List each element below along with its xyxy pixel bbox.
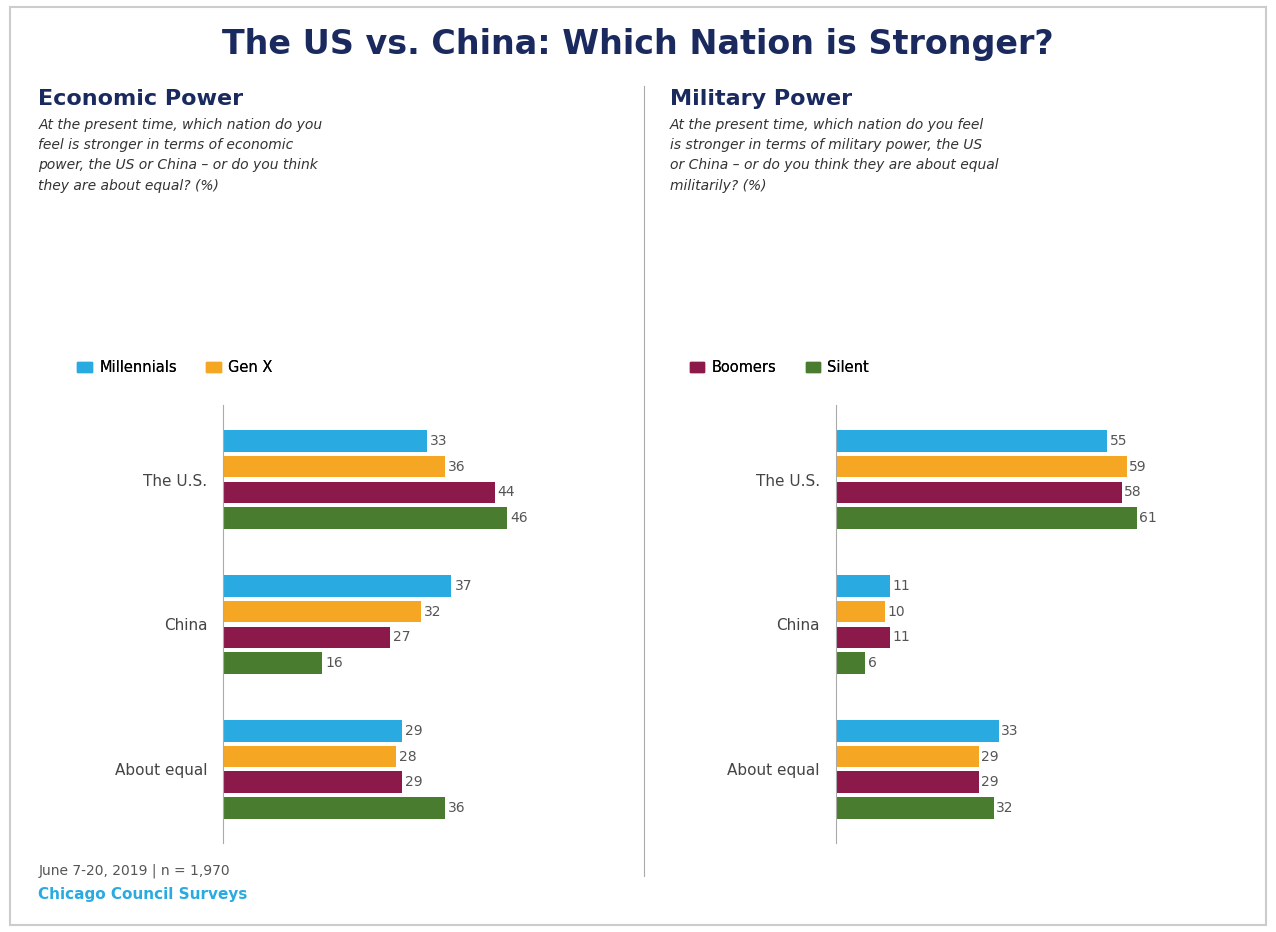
Bar [223,601,421,623]
Text: 61: 61 [1139,511,1157,525]
Text: 11: 11 [892,630,910,644]
Bar [836,720,999,742]
Bar [223,797,445,818]
Bar [836,507,1137,528]
Legend: Millennials, Gen X: Millennials, Gen X [71,354,278,380]
Bar [223,626,390,648]
Bar [223,507,507,528]
Text: 33: 33 [1002,724,1018,738]
Text: 36: 36 [448,459,466,473]
Bar [836,431,1108,452]
Text: 58: 58 [1124,486,1142,500]
Text: The US vs. China: Which Nation is Stronger?: The US vs. China: Which Nation is Strong… [222,28,1054,62]
Text: June 7-20, 2019 | n = 1,970: June 7-20, 2019 | n = 1,970 [38,864,230,879]
Text: Military Power: Military Power [670,89,852,108]
Text: 6: 6 [868,656,877,670]
Text: At the present time, which nation do you
feel is stronger in terms of economic
p: At the present time, which nation do you… [38,118,323,193]
Bar [836,797,994,818]
Text: 59: 59 [1129,459,1147,473]
Text: 33: 33 [430,434,448,448]
Bar [223,720,402,742]
Bar [223,746,396,767]
Bar [223,575,452,596]
Bar [836,652,865,674]
Bar [836,456,1127,477]
Bar [836,601,886,623]
Text: 28: 28 [399,749,417,763]
Text: Chicago Council Surveys: Chicago Council Surveys [38,887,248,902]
Text: 46: 46 [510,511,528,525]
Text: 27: 27 [393,630,411,644]
Text: At the present time, which nation do you feel
is stronger in terms of military p: At the present time, which nation do you… [670,118,999,193]
Legend: Boomers, Silent: Boomers, Silent [684,354,875,380]
Bar [223,456,445,477]
Bar [836,575,891,596]
Bar [223,652,322,674]
Text: 29: 29 [406,775,422,789]
Text: 44: 44 [498,486,516,500]
Text: 29: 29 [406,724,422,738]
Text: 55: 55 [1110,434,1127,448]
Bar [223,772,402,793]
Text: 29: 29 [981,775,999,789]
Text: 32: 32 [424,605,441,619]
Bar [223,482,495,503]
Bar [836,626,891,648]
Text: Economic Power: Economic Power [38,89,244,108]
Text: 16: 16 [325,656,343,670]
Text: 36: 36 [448,801,466,815]
Bar [836,772,979,793]
Text: 32: 32 [997,801,1013,815]
Bar [836,746,979,767]
Bar [223,431,426,452]
Text: 11: 11 [892,579,910,593]
Text: 29: 29 [981,749,999,763]
Text: 10: 10 [888,605,905,619]
Text: 37: 37 [454,579,472,593]
Bar [836,482,1122,503]
